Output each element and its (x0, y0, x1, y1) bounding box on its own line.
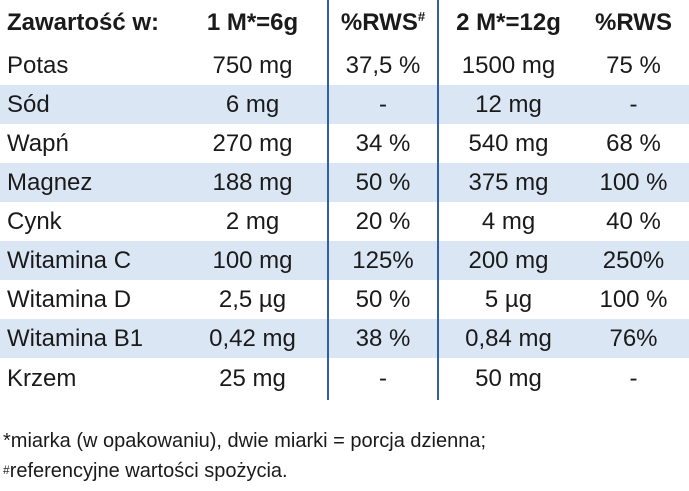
nutrition-table: Zawartość w: 1 M*=6g %RWS# 2 M*=12g %RWS… (0, 0, 689, 400)
table-row: Witamina D 2,5 µg 50 % 5 µg 100 % (0, 280, 689, 319)
table-row: Wapń 270 mg 34 % 540 mg 68 % (0, 124, 689, 163)
table-row: Magnez 188 mg 50 % 375 mg 100 % (0, 163, 689, 202)
cell-dose-2-amount: 12 mg (438, 85, 578, 124)
cell-dose-1-rws: 50 % (328, 163, 439, 202)
table-row: Cynk 2 mg 20 % 4 mg 40 % (0, 202, 689, 241)
cell-nutrient-name: Krzem (7, 365, 77, 392)
header-cell-rws-2: %RWS (595, 9, 672, 36)
cell-dose-1-amount: 25 mg (178, 358, 329, 400)
header-footnote-mark: # (417, 9, 426, 24)
header-cell-content: Zawartość w: (7, 9, 160, 36)
cell-dose-2-rws: 75 % (606, 51, 661, 79)
cell-dose-1-rws: 38 % (328, 319, 439, 358)
header-cell-rws-1: %RWS# (328, 0, 439, 46)
cell-dose-1-amount: 750 mg (178, 46, 329, 85)
cell-dose-2-rws: 250% (578, 241, 689, 280)
footnote-1: *miarka (w opakowaniu), dwie miarki = po… (3, 426, 486, 456)
cell-dose-2-rws: 68 % (606, 129, 661, 157)
cell-dose-1-amount: 270 mg (178, 124, 329, 163)
cell-dose-2-rws: 100 % (578, 163, 689, 202)
table-row: Krzem 25 mg -50 mg - (0, 358, 689, 400)
footnote-1-text: miarka (w opakowaniu), dwie miarki = por… (10, 430, 487, 452)
cell-dose-2-amount: 375 mg (438, 163, 578, 202)
cell-dose-2-rws: 40 % (606, 207, 661, 235)
cell-dose-2-amount: 0,84 mg (438, 319, 578, 358)
table-row: Sód 6 mg -12 mg - (0, 85, 689, 124)
cell-dose-1-rws: - (328, 358, 439, 400)
cell-dose-2-rws: - (629, 365, 638, 392)
cell-dose-2-amount: 540 mg (468, 129, 549, 157)
cell-dose-1-amount: 0,42 mg (178, 319, 329, 358)
header-cell-dose-1: 1 M*=6g (178, 0, 329, 46)
cell-dose-1-rws: 37,5 % (328, 46, 439, 85)
header-row: Zawartość w: 1 M*=6g %RWS# 2 M*=12g %RWS (0, 0, 689, 46)
cell-nutrient-name: Wapń (7, 129, 69, 157)
cell-nutrient-name: Potas (7, 51, 69, 79)
table-row: Witamina C 100 mg 125% 200 mg 250% (0, 241, 689, 280)
cell-dose-2-amount: 50 mg (475, 365, 542, 392)
footnotes: *miarka (w opakowaniu), dwie miarki = po… (3, 426, 486, 488)
cell-dose-1-rws: - (328, 85, 439, 124)
cell-nutrient-name: Magnez (0, 163, 178, 202)
footnote-2-text: referencyjne wartości spożycia. (9, 460, 288, 482)
cell-dose-2-rws: - (578, 85, 689, 124)
cell-dose-1-rws: 125% (328, 241, 439, 280)
table-row: Potas 750 mg 37,5 % 1500 mg 75 % (0, 46, 689, 85)
table-body: Potas 750 mg 37,5 % 1500 mg 75 % Sód 6 mg -12 m… (0, 46, 689, 400)
cell-dose-2-amount: 200 mg (438, 241, 578, 280)
cell-dose-1-amount: 2 mg (178, 202, 329, 241)
cell-dose-1-amount: 100 mg (178, 241, 329, 280)
cell-dose-2-amount: 5 µg (484, 285, 533, 313)
cell-dose-2-rws: 100 % (599, 285, 668, 313)
cell-nutrient-name: Witamina B1 (0, 319, 178, 358)
cell-dose-1-rws: 34 % (328, 124, 439, 163)
cell-dose-2-rws: 76% (578, 319, 689, 358)
cell-dose-2-amount: 4 mg (481, 207, 536, 235)
footnote-2: #referencyjne wartości spożycia. (3, 456, 486, 488)
cell-dose-1-amount: 2,5 µg (178, 280, 329, 319)
header-cell-dose-2: 2 M*=12g (456, 9, 561, 36)
cell-dose-1-amount: 6 mg (178, 85, 329, 124)
cell-dose-1-amount: 188 mg (178, 163, 329, 202)
table-header: Zawartość w: 1 M*=6g %RWS# 2 M*=12g %RWS (0, 0, 689, 46)
table-row: Witamina B1 0,42 mg 38 % 0,84 mg 76% (0, 319, 689, 358)
cell-nutrient-name: Sód (0, 85, 178, 124)
cell-dose-2-amount: 1500 mg (461, 51, 556, 79)
cell-dose-1-rws: 20 % (328, 202, 439, 241)
footnote-1-mark: * (3, 430, 11, 452)
footnote-2-mark: # (3, 463, 10, 477)
cell-nutrient-name: Witamina D (7, 285, 132, 313)
cell-nutrient-name: Cynk (7, 207, 62, 235)
cell-dose-1-rws: 50 % (328, 280, 439, 319)
cell-nutrient-name: Witamina C (0, 241, 178, 280)
